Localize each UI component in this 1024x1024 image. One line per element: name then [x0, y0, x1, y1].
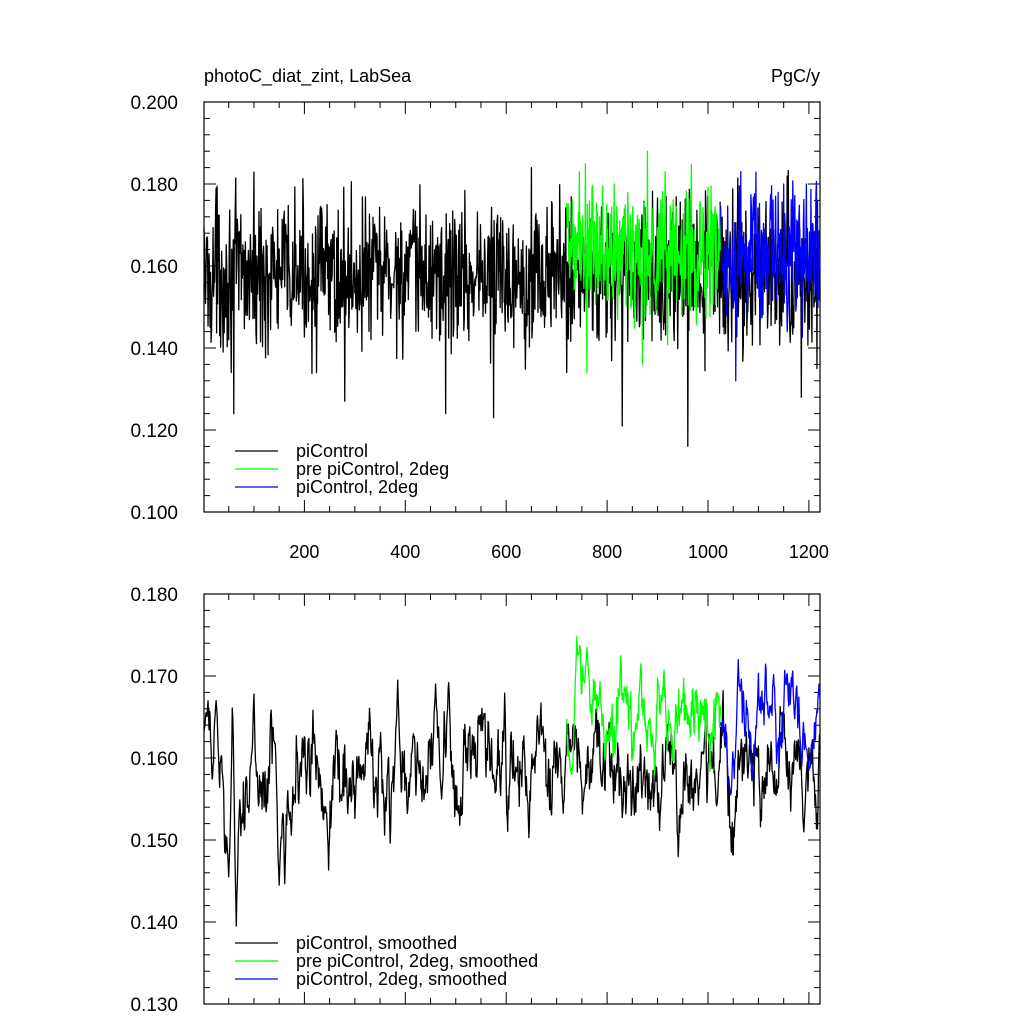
- top-y-tick-label: 0.140: [130, 339, 178, 360]
- bottom-y-tick-label: 0.130: [130, 995, 178, 1016]
- top-y-tick-label: 0.100: [130, 503, 178, 524]
- top-series-line-1: [566, 150, 722, 374]
- bottom-series-line-2: [719, 658, 821, 796]
- bottom-y-tick-label: 0.150: [130, 831, 178, 852]
- top-y-tick-label: 0.180: [130, 175, 178, 196]
- bottom-y-tick-label: 0.170: [130, 667, 178, 688]
- bottom-legend-label: piControl, smoothed: [296, 933, 457, 953]
- top-x-tick-label: 1200: [789, 542, 829, 562]
- bottom-y-tick-label: 0.140: [130, 913, 178, 934]
- bottom-series-line-1: [566, 635, 722, 776]
- bottom-legend-label: piControl, 2deg, smoothed: [296, 969, 507, 989]
- top-legend-label: piControl, 2deg: [296, 477, 418, 497]
- units-label: PgC/y: [771, 66, 820, 86]
- top-x-tick-label: 1000: [688, 542, 728, 562]
- top-y-tick-label: 0.120: [130, 421, 178, 442]
- top-legend-label: piControl: [296, 441, 368, 461]
- top-plot-frame: [203, 101, 821, 513]
- bottom-y-tick-label: 0.180: [130, 585, 178, 606]
- top-series-line-2: [719, 171, 821, 382]
- top-x-tick-label: 600: [491, 542, 521, 562]
- bottom-legend-label: pre piControl, 2deg, smoothed: [296, 951, 538, 971]
- bottom-panel: 0.130 0.140 0.150 0.160 0.170 0.180 piControl,…: [130, 585, 821, 1016]
- chart-title: photoC_diat_zint, LabSea: [204, 66, 412, 87]
- top-x-tick-label: 200: [289, 542, 319, 562]
- top-y-tick-label: 0.200: [130, 93, 178, 114]
- top-legend-label: pre piControl, 2deg: [296, 459, 449, 479]
- top-panel: 200 400 600 800 1000 1200 0.100 0.120 0.140 0.160…: [130, 93, 828, 562]
- top-x-tick-label: 800: [592, 542, 622, 562]
- top-y-tick-label: 0.160: [130, 257, 178, 278]
- top-x-tick-label: 400: [390, 542, 420, 562]
- bottom-series-line-0: [203, 679, 821, 927]
- bottom-plot-frame: [203, 593, 821, 1005]
- bottom-y-tick-label: 0.160: [130, 749, 178, 770]
